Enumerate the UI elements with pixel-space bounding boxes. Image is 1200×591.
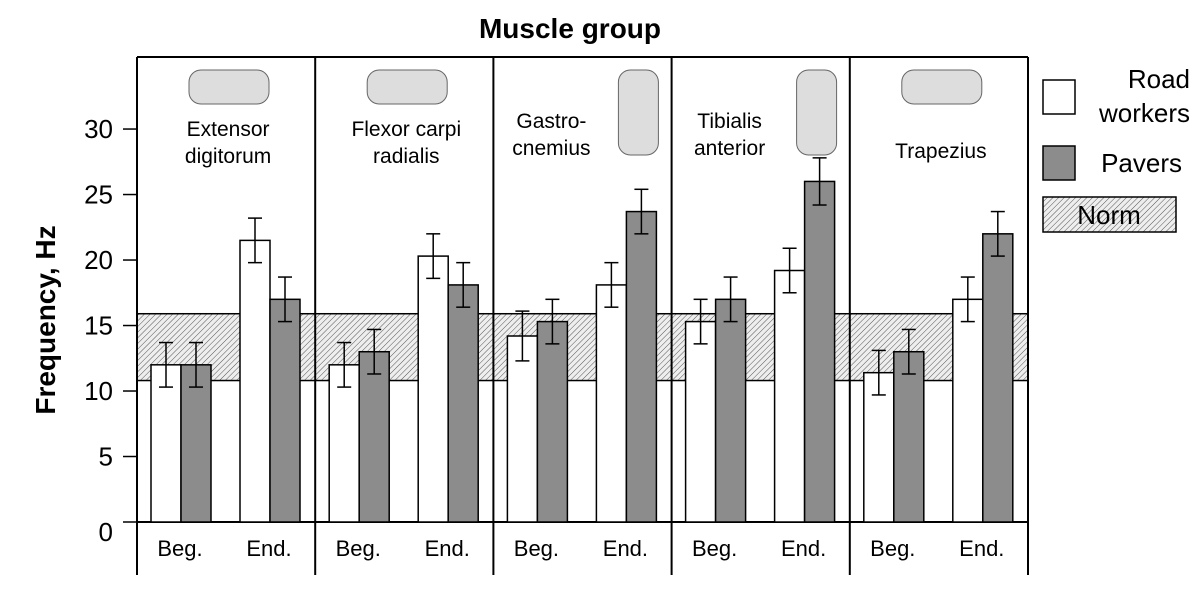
error-bar [426,233,441,280]
error-bar [278,276,292,323]
bar [506,335,539,523]
error-bar [367,328,382,375]
y-tick-label: 25 [84,180,113,210]
group-label: cnemius [512,137,590,160]
error-bar [990,210,1005,257]
chart-title: Muscle group [479,13,661,44]
legend-label: Pavers [1101,148,1182,178]
x-tick-label: End. [246,536,291,561]
bar [625,210,658,523]
y-tick-label: 5 [99,442,113,472]
error-bar [545,298,560,345]
group-label: digitorum [185,145,271,168]
bar [803,180,836,523]
bar [952,298,984,523]
anatomy-sketch [901,69,983,105]
bar [982,233,1014,523]
group-label: anterior [694,137,765,160]
group-label: Gastro- [516,110,586,133]
legend-swatch [1042,79,1076,115]
error-bar [782,247,797,294]
error-bar [456,261,471,308]
legend-label: Norm [1077,200,1141,230]
bar [714,298,747,523]
error-bar [723,276,738,323]
anatomy-sketch [366,69,448,105]
bar [239,239,271,523]
x-tick-label: Beg. [870,536,915,561]
x-tick-label: End. [959,536,1004,561]
y-tick-label: 30 [84,114,113,144]
error-bar [189,341,203,388]
bar [536,320,569,523]
bar [358,350,390,523]
x-tick-label: End. [425,536,470,561]
x-tick-label: Beg. [157,536,202,561]
bar [150,364,182,523]
group-label: Extensor [187,118,270,141]
bar [417,255,449,523]
y-tick-label: 15 [84,311,113,341]
y-tick-label: 20 [84,245,113,275]
x-tick-label: Beg. [336,536,381,561]
y-axis-label: Frequency, Hz [30,225,61,414]
x-tick-label: Beg. [514,536,559,561]
group-label: Flexor carpi [351,118,461,141]
error-bar [693,298,708,345]
x-tick-label: Beg. [692,536,737,561]
x-tick-label: End. [603,536,648,561]
bar [893,350,925,523]
anatomy-sketch [617,69,659,156]
anatomy-sketch [796,69,838,156]
error-bar [515,310,530,362]
error-bar [871,349,886,396]
legend-swatch [1042,196,1177,233]
anatomy-sketch [188,69,270,105]
x-tick-label: End. [781,536,826,561]
bar [328,364,360,523]
y-tick-label: 0 [99,517,113,547]
bar [773,269,806,523]
bar [595,284,628,523]
error-bar [337,341,352,388]
y-tick-label: 10 [84,376,113,406]
bar [269,298,301,523]
error-bar [812,157,827,206]
error-bar [634,188,649,235]
bar [684,320,717,523]
group-label: Tibialis [697,110,762,133]
error-bar [159,341,173,388]
error-bar [960,276,975,323]
group-label: radialis [373,145,440,168]
bar [180,364,212,523]
group-label: Trapezius [895,140,986,163]
error-bar [248,217,262,264]
legend-swatch [1042,145,1076,181]
error-bar [901,328,916,375]
bar [447,284,479,523]
legend-label: Road workers [1098,64,1190,128]
error-bar [604,261,619,308]
